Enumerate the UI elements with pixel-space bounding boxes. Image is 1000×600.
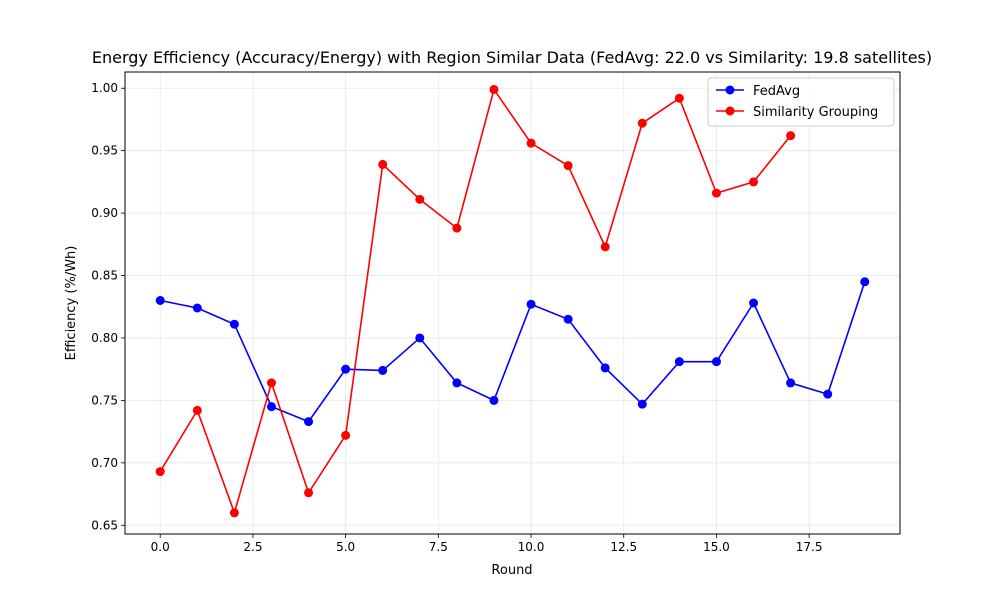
data-point — [452, 223, 462, 233]
data-point — [526, 138, 536, 148]
legend-label-fedavg: FedAvg — [753, 84, 800, 99]
data-point — [266, 402, 276, 412]
x-tick-label: 10.0 — [518, 540, 545, 554]
x-tick-label: 15.0 — [703, 540, 730, 554]
legend-box — [707, 77, 895, 127]
data-point — [860, 277, 870, 287]
data-point — [563, 161, 573, 171]
data-point — [155, 467, 165, 477]
data-point — [674, 357, 684, 367]
data-point — [489, 84, 499, 94]
x-tick-label: 2.5 — [243, 540, 262, 554]
y-axis-label: Efficiency (%/Wh) — [64, 246, 79, 361]
series-layer — [155, 84, 870, 518]
legend-label-similarity: Similarity Grouping — [753, 105, 878, 120]
data-point — [378, 159, 388, 169]
data-point — [192, 405, 202, 415]
data-point — [341, 430, 351, 440]
data-point — [823, 389, 833, 399]
data-point — [341, 364, 351, 374]
y-tick-label: 0.95 — [91, 144, 118, 158]
y-tick-label: 0.70 — [91, 456, 118, 470]
data-point — [637, 399, 647, 409]
legend: FedAvg Similarity Grouping — [707, 77, 895, 127]
data-point — [711, 357, 721, 367]
series-line — [159, 87, 792, 516]
y-tick-label: 0.65 — [91, 518, 118, 532]
data-point — [526, 299, 536, 309]
x-tick-label: 0.0 — [151, 540, 170, 554]
series-1 — [155, 84, 796, 518]
data-point — [600, 363, 610, 373]
data-point — [452, 378, 462, 388]
legend-marker-similarity — [725, 106, 735, 116]
data-point — [786, 378, 796, 388]
series-line — [160, 281, 866, 423]
x-axis-label: Round — [491, 563, 532, 578]
data-point — [600, 242, 610, 252]
data-point — [192, 303, 202, 313]
data-point — [749, 177, 759, 187]
data-point — [266, 378, 276, 388]
data-point — [563, 314, 573, 324]
x-tick-label: 12.5 — [610, 540, 637, 554]
x-axis-ticks: 0.0 2.5 5.0 7.5 10.0 12.5 15.0 17.5 — [151, 534, 823, 554]
y-axis-ticks: 0.65 0.70 0.75 0.80 0.85 0.90 0.95 1.00 — [91, 81, 125, 532]
x-tick-label: 5.0 — [336, 540, 355, 554]
data-point — [304, 417, 314, 427]
grid-lines — [125, 72, 900, 534]
x-tick-label: 17.5 — [796, 540, 823, 554]
chart-title: Energy Efficiency (Accuracy/Energy) with… — [92, 48, 932, 67]
legend-marker-fedavg — [725, 85, 735, 95]
data-point — [637, 118, 647, 128]
data-point — [155, 296, 165, 306]
data-point — [415, 194, 425, 204]
data-point — [749, 298, 759, 308]
y-tick-label: 0.75 — [91, 393, 118, 407]
series-0 — [155, 277, 870, 427]
data-point — [674, 93, 684, 103]
y-tick-label: 1.00 — [91, 81, 118, 95]
data-point — [711, 188, 721, 198]
y-tick-label: 0.85 — [91, 269, 118, 283]
x-tick-label: 7.5 — [429, 540, 448, 554]
data-point — [415, 333, 425, 343]
plot-area — [124, 71, 901, 535]
data-point — [229, 319, 239, 329]
data-point — [304, 488, 314, 498]
data-point — [786, 131, 796, 141]
data-point — [489, 395, 499, 405]
data-point — [229, 508, 239, 518]
y-tick-label: 0.80 — [91, 331, 118, 345]
data-point — [378, 365, 388, 375]
y-tick-label: 0.90 — [91, 206, 118, 220]
